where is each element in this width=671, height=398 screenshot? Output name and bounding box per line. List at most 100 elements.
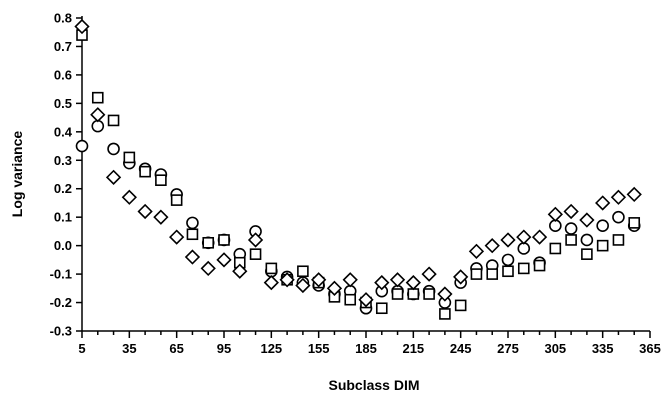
y-tick-label: -0.2 [50, 295, 72, 310]
diamond-point [579, 212, 595, 228]
x-tick-label: 65 [169, 341, 183, 356]
square-point [202, 236, 215, 249]
x-tick-label: 185 [355, 341, 377, 356]
circle-point [580, 233, 594, 247]
square-point [517, 262, 530, 275]
square-point [612, 234, 625, 246]
square-point [439, 308, 451, 320]
x-tick-label: 215 [402, 341, 424, 356]
x-tick-label: 335 [592, 341, 614, 356]
square-point [170, 194, 183, 206]
y-tick-label: 0.3 [54, 153, 72, 168]
diamond-point [216, 252, 232, 268]
square-point [123, 151, 136, 164]
diamond-point [484, 238, 500, 254]
square-point [155, 174, 167, 186]
diamond-point [595, 195, 611, 211]
diamond-point [342, 272, 358, 288]
y-tick-label: 0.1 [54, 210, 72, 225]
square-point [565, 234, 577, 246]
diamond-point [232, 263, 248, 279]
square-point [107, 114, 120, 127]
circle-point [501, 253, 515, 267]
diamond-point [169, 229, 185, 245]
square-point [423, 288, 435, 300]
square-point [486, 268, 499, 280]
data-points [74, 18, 642, 320]
diamond-point [153, 209, 169, 225]
y-tick-label: 0.6 [54, 67, 72, 82]
x-tick-label: 95 [217, 341, 231, 356]
diamond-point [137, 203, 153, 220]
square-point [628, 217, 641, 229]
square-point [391, 288, 404, 300]
square-point [470, 268, 483, 280]
square-point [139, 165, 151, 178]
square-point [533, 259, 546, 272]
circle-point [75, 139, 89, 153]
square-point [297, 265, 309, 278]
y-tick-label: 0.8 [54, 11, 72, 26]
x-tick-label: 155 [308, 341, 330, 356]
square-point [407, 288, 420, 300]
diamond-point [358, 292, 374, 308]
diamond-point [468, 243, 485, 259]
x-tick-label: 5 [78, 341, 85, 356]
square-point [344, 293, 357, 306]
circle-point [107, 142, 120, 156]
y-axis-title: Log variance [9, 131, 25, 218]
circle-point [596, 219, 609, 233]
diamond-point [90, 107, 106, 123]
circle-point [186, 216, 199, 230]
axes: 0.8 0.7 0.6 0.5 0.4 0.3 0.2 0.1 0.0 -0.1 -0.2 -0.3 5… [50, 11, 661, 357]
circle-point [564, 222, 578, 235]
diamond-point [121, 189, 137, 205]
diamond-point [453, 269, 469, 285]
square-point [549, 242, 562, 255]
square-point [454, 299, 467, 312]
diamond-point [326, 280, 343, 296]
x-tick-label: 275 [497, 341, 519, 356]
diamond-point [516, 229, 532, 245]
diamond-point [389, 272, 406, 288]
circle-point [612, 210, 625, 224]
y-tick-label: -0.1 [50, 267, 72, 282]
square-point [249, 248, 262, 260]
diamond-point [437, 286, 453, 302]
x-axis-title: Subclass DIM [328, 377, 419, 393]
square-point [502, 265, 514, 278]
x-tick-label: 35 [122, 341, 136, 356]
y-tick-label: 0.2 [54, 181, 72, 196]
diamond-point [563, 203, 579, 220]
diamond-point [610, 189, 627, 205]
diamond-point [200, 260, 216, 277]
diamond-point [374, 274, 390, 291]
diamond-point [626, 186, 642, 203]
square-point [596, 239, 609, 252]
diamond-point [421, 266, 437, 282]
diamond-point [105, 169, 122, 185]
diamond-point [263, 274, 279, 291]
y-tick-label: -0.3 [50, 324, 72, 339]
diamond-point [311, 272, 327, 288]
y-tick-label: 0.4 [54, 124, 73, 139]
diamond-point [279, 272, 295, 288]
x-tick-label: 245 [450, 341, 472, 356]
x-tick-label: 125 [260, 341, 282, 356]
diamond-point [531, 229, 548, 245]
diamond-point [74, 18, 90, 35]
square-point [375, 302, 388, 315]
x-tick-label: 305 [544, 341, 566, 356]
diamond-point [184, 249, 201, 265]
diamond-point [547, 206, 563, 222]
y-tick-label: 0.0 [54, 238, 72, 253]
y-tick-label: 0.7 [54, 39, 72, 54]
y-tick-label: 0.5 [54, 96, 72, 111]
diamond-point [247, 232, 264, 248]
diamond-point [295, 277, 311, 294]
square-point [91, 91, 104, 104]
square-point [186, 228, 199, 241]
diamond-point [405, 274, 421, 291]
diamond-point [500, 232, 516, 248]
